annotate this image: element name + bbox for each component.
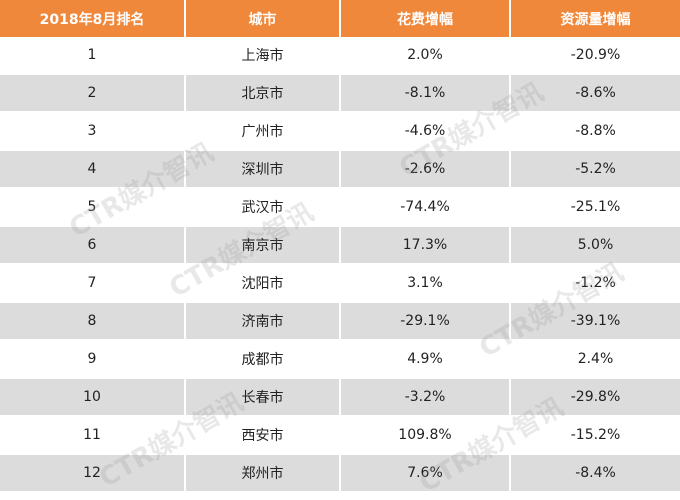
city-cell: 广州市 [185,112,341,150]
resource-cell: -39.1% [510,302,680,340]
resource-cell: 5.0% [510,226,680,264]
table-row: 10 长春市 -3.2% -29.8% [0,378,680,416]
table-header-row: 2018年8月排名 城市 花费增幅 资源量增幅 [0,0,680,37]
resource-cell: -29.8% [510,378,680,416]
table-row: 2 北京市 -8.1% -8.6% [0,74,680,112]
table-row: 9 成都市 4.9% 2.4% [0,340,680,378]
resource-cell: -8.8% [510,112,680,150]
table-row: 8 济南市 -29.1% -39.1% [0,302,680,340]
rank-cell: 4 [0,150,186,188]
table-row: 3 广州市 -4.6% -8.8% [0,112,680,150]
city-cell: 郑州市 [185,454,341,492]
spend-cell: 17.3% [340,226,511,264]
spend-cell: 4.9% [340,340,511,378]
rank-cell: 10 [0,378,186,416]
resource-cell: -8.4% [510,454,680,492]
rank-cell: 11 [0,416,186,454]
city-cell: 北京市 [185,74,341,112]
city-cell: 上海市 [185,37,341,74]
spend-cell: -74.4% [340,188,511,226]
table-row: 6 南京市 17.3% 5.0% [0,226,680,264]
city-cell: 成都市 [185,340,341,378]
rank-cell: 9 [0,340,186,378]
spend-cell: -2.6% [340,150,511,188]
rank-cell: 2 [0,74,186,112]
header-city: 城市 [185,0,341,37]
spend-cell: -8.1% [340,74,511,112]
resource-cell: -1.2% [510,264,680,302]
resource-cell: -25.1% [510,188,680,226]
spend-cell: -29.1% [340,302,511,340]
rank-cell: 12 [0,454,186,492]
spend-cell: 2.0% [340,37,511,74]
rank-cell: 3 [0,112,186,150]
spend-cell: 109.8% [340,416,511,454]
resource-cell: -15.2% [510,416,680,454]
city-cell: 济南市 [185,302,341,340]
city-cell: 深圳市 [185,150,341,188]
city-cell: 南京市 [185,226,341,264]
resource-cell: -5.2% [510,150,680,188]
header-rank: 2018年8月排名 [0,0,186,37]
table-row: 4 深圳市 -2.6% -5.2% [0,150,680,188]
city-cell: 长春市 [185,378,341,416]
city-cell: 沈阳市 [185,264,341,302]
rank-cell: 6 [0,226,186,264]
spend-cell: -3.2% [340,378,511,416]
rank-cell: 1 [0,37,186,74]
rank-cell: 7 [0,264,186,302]
table-row: 1 上海市 2.0% -20.9% [0,37,680,74]
resource-cell: -20.9% [510,37,680,74]
resource-cell: -8.6% [510,74,680,112]
header-spend-growth: 花费增幅 [340,0,511,37]
city-cell: 西安市 [185,416,341,454]
table-row: 7 沈阳市 3.1% -1.2% [0,264,680,302]
table-row: 12 郑州市 7.6% -8.4% [0,454,680,492]
resource-cell: 2.4% [510,340,680,378]
spend-cell: -4.6% [340,112,511,150]
rank-cell: 8 [0,302,186,340]
header-resource-growth: 资源量增幅 [510,0,680,37]
rank-cell: 5 [0,188,186,226]
table-row: 5 武汉市 -74.4% -25.1% [0,188,680,226]
table-row: 11 西安市 109.8% -15.2% [0,416,680,454]
spend-cell: 3.1% [340,264,511,302]
spend-cell: 7.6% [340,454,511,492]
city-cell: 武汉市 [185,188,341,226]
